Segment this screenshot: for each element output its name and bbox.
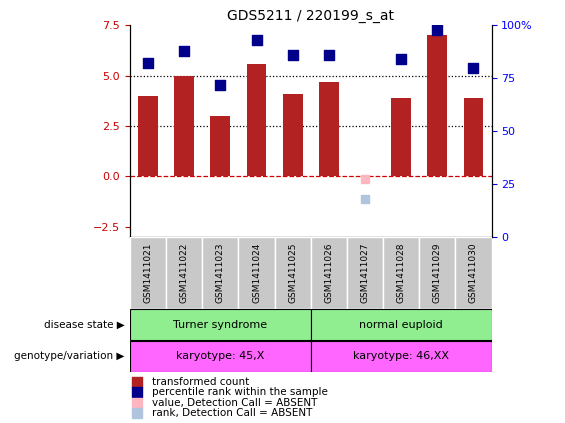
Text: normal euploid: normal euploid bbox=[359, 320, 443, 330]
Bar bbox=[282, 94, 303, 176]
Text: GSM1411023: GSM1411023 bbox=[216, 242, 225, 303]
Bar bbox=[347, 237, 383, 309]
Bar bbox=[275, 237, 311, 309]
Text: GSM1411029: GSM1411029 bbox=[433, 242, 442, 303]
Title: GDS5211 / 220199_s_at: GDS5211 / 220199_s_at bbox=[227, 9, 394, 23]
Point bbox=[433, 26, 442, 33]
Bar bbox=[311, 341, 492, 371]
Bar bbox=[319, 82, 339, 176]
Bar bbox=[311, 237, 347, 309]
Bar bbox=[130, 341, 311, 371]
Bar bbox=[174, 76, 194, 176]
Point bbox=[324, 52, 333, 58]
Point bbox=[133, 389, 142, 396]
Text: GSM1411027: GSM1411027 bbox=[360, 242, 370, 303]
Text: GSM1411028: GSM1411028 bbox=[397, 242, 406, 303]
Bar bbox=[130, 310, 311, 340]
Bar bbox=[463, 98, 484, 176]
Point bbox=[360, 195, 370, 202]
Text: transformed count: transformed count bbox=[151, 377, 249, 387]
Point bbox=[288, 52, 297, 58]
Text: GSM1411024: GSM1411024 bbox=[252, 243, 261, 303]
Text: GSM1411026: GSM1411026 bbox=[324, 242, 333, 303]
Text: GSM1411022: GSM1411022 bbox=[180, 243, 189, 303]
Bar bbox=[455, 237, 492, 309]
Bar bbox=[391, 98, 411, 176]
Text: value, Detection Call = ABSENT: value, Detection Call = ABSENT bbox=[151, 398, 317, 408]
Text: karyotype: 45,X: karyotype: 45,X bbox=[176, 352, 264, 361]
Bar bbox=[210, 116, 231, 176]
Point bbox=[144, 60, 153, 67]
Text: GSM1411025: GSM1411025 bbox=[288, 242, 297, 303]
Bar bbox=[419, 237, 455, 309]
Point bbox=[133, 399, 142, 406]
Bar bbox=[130, 237, 166, 309]
Text: GSM1411021: GSM1411021 bbox=[144, 242, 153, 303]
Text: GSM1411030: GSM1411030 bbox=[469, 242, 478, 303]
Text: percentile rank within the sample: percentile rank within the sample bbox=[151, 387, 328, 397]
Text: karyotype: 46,XX: karyotype: 46,XX bbox=[353, 352, 449, 361]
Point bbox=[216, 81, 225, 88]
Point bbox=[133, 379, 142, 385]
Bar bbox=[311, 310, 492, 340]
Text: Turner syndrome: Turner syndrome bbox=[173, 320, 267, 330]
Text: genotype/variation ▶: genotype/variation ▶ bbox=[14, 352, 124, 361]
Text: rank, Detection Call = ABSENT: rank, Detection Call = ABSENT bbox=[151, 409, 312, 418]
Bar bbox=[383, 237, 419, 309]
Point bbox=[469, 64, 478, 71]
Point bbox=[252, 37, 261, 44]
Point bbox=[180, 47, 189, 54]
Bar bbox=[138, 96, 158, 176]
Point bbox=[360, 176, 370, 183]
Bar bbox=[427, 36, 447, 176]
Bar bbox=[166, 237, 202, 309]
Bar bbox=[246, 63, 267, 176]
Bar bbox=[202, 237, 238, 309]
Point bbox=[133, 410, 142, 417]
Point bbox=[397, 56, 406, 63]
Text: disease state ▶: disease state ▶ bbox=[44, 320, 124, 330]
Bar bbox=[238, 237, 275, 309]
